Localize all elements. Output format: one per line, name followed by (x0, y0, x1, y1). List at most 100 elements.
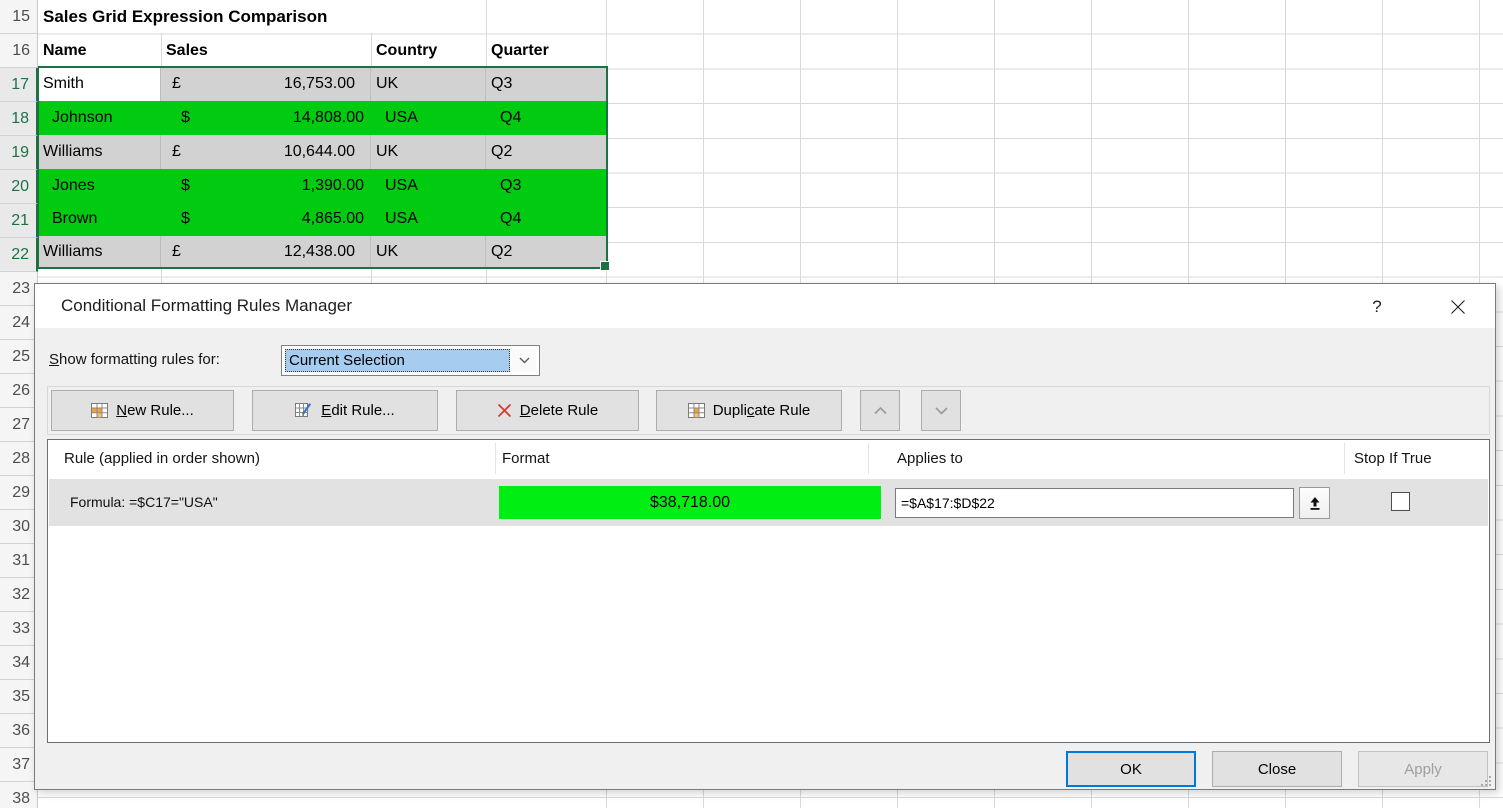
row-header-17[interactable]: 17 (0, 68, 38, 102)
cell-b22[interactable]: £ 12,438.00 (161, 236, 371, 268)
close-icon[interactable] (1441, 292, 1475, 322)
row-header-30[interactable]: 30 (0, 510, 37, 544)
cell-d20[interactable]: Q3 (486, 169, 606, 202)
help-button[interactable]: ? (1372, 297, 1382, 316)
row-header-29[interactable]: 29 (0, 476, 37, 510)
rule-format-preview[interactable]: $38,718.00 (499, 486, 881, 519)
row-header-34[interactable]: 34 (0, 646, 37, 680)
cell-c19[interactable]: UK (371, 135, 486, 169)
row-header-37[interactable]: 37 (0, 748, 37, 782)
row-header-21[interactable]: 21 (0, 204, 38, 238)
edit-rule-label: Edit Rule... (321, 402, 395, 419)
cell-a19[interactable]: Williams (38, 135, 161, 169)
row-header-19[interactable]: 19 (0, 136, 38, 170)
row-header-27[interactable]: 27 (0, 408, 37, 442)
row-header-23[interactable]: 23 (0, 272, 37, 306)
cell-d17[interactable]: Q3 (486, 67, 606, 101)
row-header-25[interactable]: 25 (0, 340, 37, 374)
column-header-format: Format (502, 450, 550, 467)
column-divider (495, 443, 496, 474)
cell-d18[interactable]: Q4 (486, 101, 606, 135)
chevron-down-icon[interactable] (512, 349, 536, 372)
currency-symbol: £ (172, 75, 181, 92)
move-rule-up-button[interactable] (860, 390, 900, 431)
amount: 1,390.00 (301, 176, 364, 194)
row-header-20[interactable]: 20 (0, 170, 38, 204)
currency-symbol: £ (172, 243, 181, 260)
dropdown-selected-value: Current Selection (285, 349, 510, 372)
cell-c17[interactable]: UK (371, 67, 486, 101)
cf-rules-manager-dialog: Conditional Formatting Rules Manager ? S… (34, 283, 1496, 790)
row-header-35[interactable]: 35 (0, 680, 37, 714)
column-header-applies-to: Applies to (897, 450, 963, 467)
amount: 16,753.00 (283, 75, 355, 92)
collapse-dialog-icon[interactable] (1299, 487, 1330, 519)
row-header-24[interactable]: 24 (0, 306, 37, 340)
row-header-33[interactable]: 33 (0, 612, 37, 646)
cell-a21[interactable]: Brown (38, 202, 161, 236)
amount: 14,808.00 (292, 109, 364, 126)
show-rules-dropdown[interactable]: Current Selection (281, 345, 540, 376)
applies-to-input[interactable] (895, 488, 1294, 518)
ok-button[interactable]: OK (1066, 751, 1196, 787)
rules-toolbar: New Rule... Edit Rule... Delete Rule Dup… (47, 386, 1490, 435)
new-rule-button[interactable]: New Rule... (51, 390, 234, 431)
column-divider (1344, 443, 1345, 474)
cell-a20[interactable]: Jones (38, 169, 161, 202)
row-header-16[interactable]: 16 (0, 34, 37, 68)
cell-title-a15[interactable]: Sales Grid Expression Comparison (38, 0, 486, 33)
cell-b18[interactable]: $ 14,808.00 (161, 101, 371, 135)
row-header-38[interactable]: 38 (0, 782, 37, 808)
rule-row-selected[interactable]: Formula: =$C17="USA" $38,718.00 (49, 479, 1488, 526)
header-quarter[interactable]: Quarter (491, 42, 549, 59)
row-header-15[interactable]: 15 (0, 0, 37, 34)
stop-if-true-checkbox[interactable] (1391, 492, 1410, 511)
cell-c18[interactable]: USA (371, 101, 486, 135)
currency-symbol: $ (181, 210, 190, 227)
row-header-column: 15 16 17 18 19 20 21 22 23 24 25 26 27 28 29 30 31 32 33 34… (0, 0, 38, 808)
grid-icon (687, 403, 705, 418)
column-header-stop-if-true: Stop If True (1354, 450, 1432, 467)
edit-rule-button[interactable]: Edit Rule... (252, 390, 438, 431)
cell-b20[interactable]: $ 1,390.00 (161, 169, 371, 202)
chevron-up-icon (873, 406, 887, 414)
dialog-title: Conditional Formatting Rules Manager (61, 296, 353, 315)
cell-d19[interactable]: Q2 (486, 135, 606, 169)
cell-c20[interactable]: USA (371, 169, 486, 202)
table-row: Williams £ 12,438.00 UK Q2 (38, 236, 606, 268)
row-header-22[interactable]: 22 (0, 238, 38, 272)
cell-c22[interactable]: UK (371, 236, 486, 268)
cell-b19[interactable]: £ 10,644.00 (161, 135, 371, 169)
cell-c21[interactable]: USA (371, 202, 486, 236)
fill-handle[interactable] (600, 261, 610, 271)
rule-formula-text: Formula: =$C17="USA" (70, 494, 218, 510)
row-header-31[interactable]: 31 (0, 544, 37, 578)
move-rule-down-button[interactable] (921, 390, 961, 431)
row-header-26[interactable]: 26 (0, 374, 37, 408)
table-row: Brown $ 4,865.00 USA Q4 (38, 202, 606, 236)
cell-a18[interactable]: Johnson (38, 101, 161, 135)
header-country[interactable]: Country (376, 42, 438, 59)
cell-b21[interactable]: $ 4,865.00 (161, 202, 371, 236)
resize-grip[interactable] (1481, 774, 1492, 791)
close-button[interactable]: Close (1212, 751, 1342, 787)
cell-b17[interactable]: £ 16,753.00 (161, 67, 371, 101)
delete-rule-button[interactable]: Delete Rule (456, 390, 639, 431)
row-header-18[interactable]: 18 (0, 102, 38, 136)
apply-button[interactable]: Apply (1358, 751, 1488, 787)
row-header-36[interactable]: 36 (0, 714, 37, 748)
duplicate-rule-button[interactable]: Duplicate Rule (656, 390, 842, 431)
edit-pencil-icon (295, 402, 312, 417)
dialog-titlebar[interactable]: Conditional Formatting Rules Manager ? (35, 284, 1495, 328)
row-header-32[interactable]: 32 (0, 578, 37, 612)
header-sales[interactable]: Sales (166, 42, 208, 59)
row-header-28[interactable]: 28 (0, 442, 37, 476)
header-name[interactable]: Name (43, 42, 87, 59)
cell-d22[interactable]: Q2 (486, 236, 606, 268)
cell-a22[interactable]: Williams (38, 236, 161, 268)
cell-d21[interactable]: Q4 (486, 202, 606, 236)
cell-a17-active[interactable]: Smith (38, 67, 161, 101)
chevron-down-icon (934, 406, 948, 415)
amount: 4,865.00 (301, 210, 364, 227)
